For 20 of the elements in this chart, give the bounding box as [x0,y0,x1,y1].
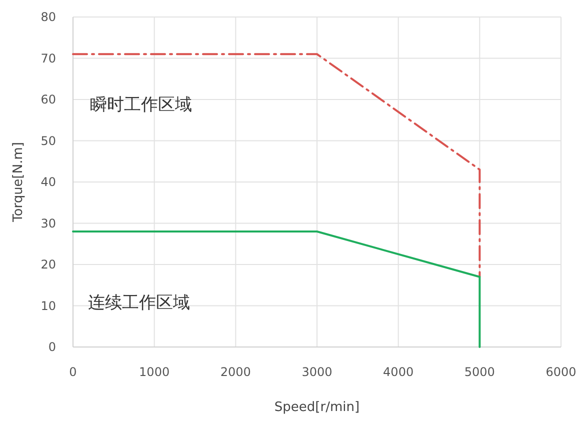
x-tick-label: 1000 [139,365,170,379]
y-tick-label: 60 [40,92,56,106]
y-axis-title: Torque[N.m] [11,142,26,223]
y-tick-label: 80 [40,10,56,24]
x-tick-label: 3000 [302,365,332,379]
x-tick-label: 4000 [383,365,414,379]
y-tick-label: 0 [48,340,56,354]
x-axis-title: Speed[r/min] [274,400,360,415]
x-tick-label: 0 [69,365,77,379]
y-tick-label: 50 [40,134,56,148]
y-tick-label: 10 [40,298,56,313]
x-tick-label: 6000 [546,365,576,379]
y-tick-label: 30 [40,216,56,230]
annotation: 连续工作区域 [88,293,190,313]
y-tick-label: 20 [40,258,56,272]
y-tick-label: 40 [40,175,56,189]
x-tick-label: 2000 [220,365,251,379]
x-tick-label: 5000 [464,365,495,379]
y-tick-label: 70 [40,51,56,66]
annotation: 瞬时工作区域 [90,95,192,115]
